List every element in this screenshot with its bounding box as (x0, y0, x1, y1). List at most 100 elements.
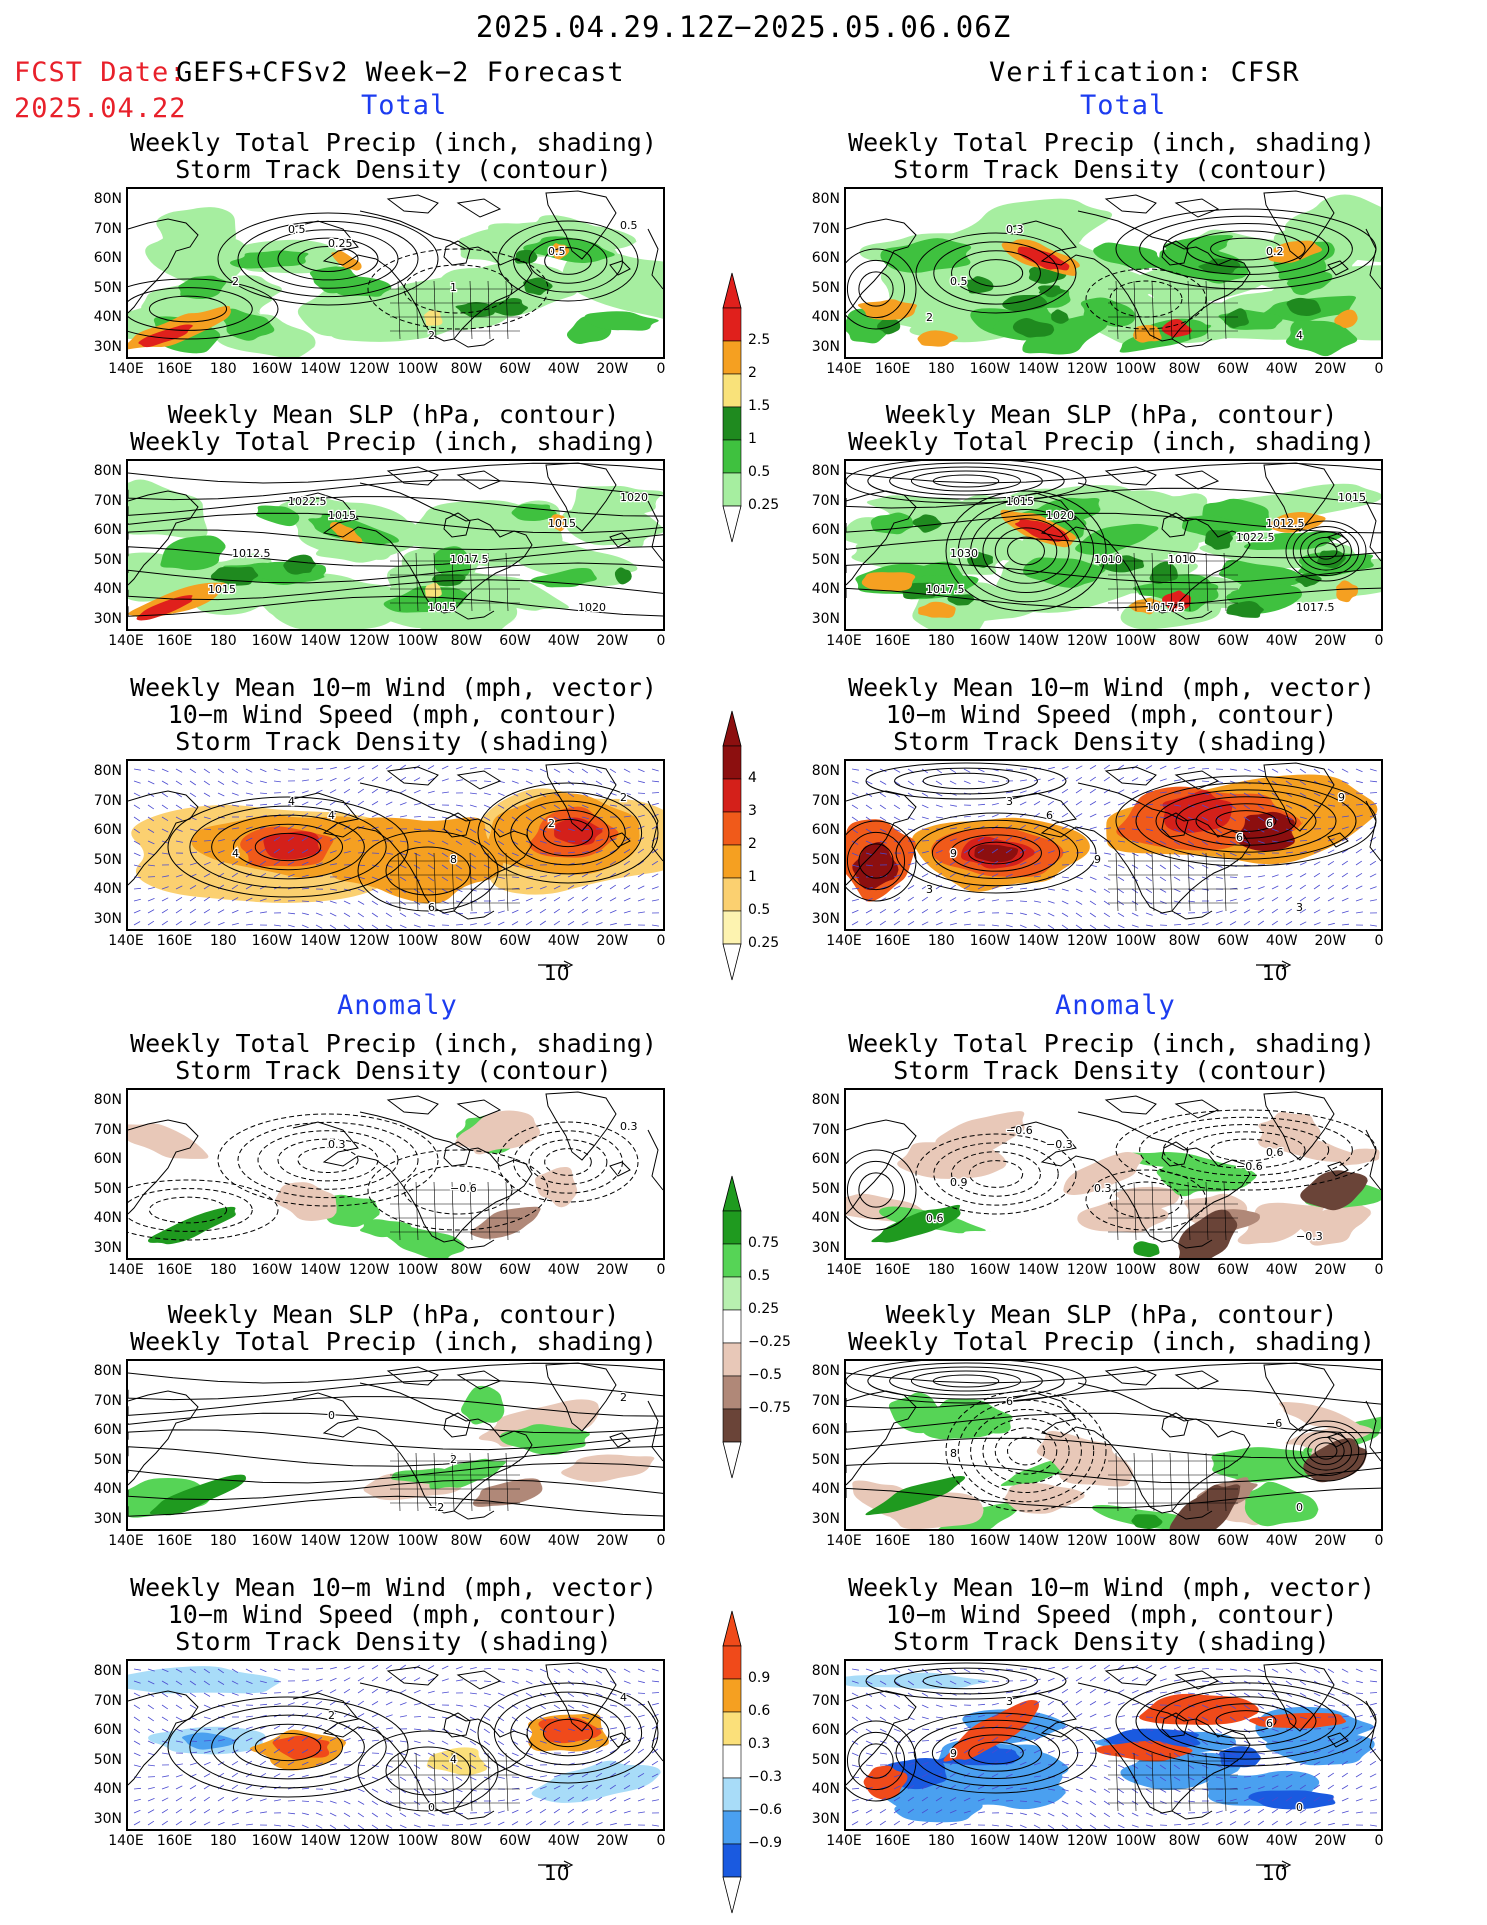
r2-panel-contour-1-1 (957, 499, 1095, 603)
l2-panel-isoline-3 (128, 512, 663, 534)
r3-panel-contour-1-2 (1155, 789, 1337, 853)
r1-panel-map: 0.5 0.2 0.3 4 2 (846, 190, 1381, 357)
l6-panel-coastline-9 (647, 1700, 663, 1762)
l5-panel-anom-wet (149, 1474, 247, 1516)
l4-panel-anom-shade (455, 1110, 541, 1155)
l2-panel-lat-label: 60N (93, 522, 122, 538)
r1-panel-title-1: Weekly Total Precip (inch, shading) (848, 128, 1375, 157)
l2-panel-coastline-0 (292, 492, 455, 614)
l2-panel-lon-label: 60W (499, 633, 531, 649)
l1-panel-contour-1-0 (128, 278, 279, 340)
l5-panel-lat-label: 30N (93, 1510, 122, 1527)
r6-panel-lat-label: 80N (811, 1663, 840, 1679)
l4-panel-contour-1-0 (128, 1179, 279, 1241)
fcst-date: 2025.04.22 (14, 93, 187, 124)
l1-panel-lon-label: 140E (108, 361, 144, 377)
r3-panel-lat-label: 70N (811, 792, 840, 809)
r3-panel-vector-ref-label: 10 (1262, 961, 1288, 985)
r4-panel-contour-label-7: −0.3 (1046, 1138, 1073, 1151)
r5-panel-coastline-9 (1365, 1400, 1381, 1462)
r3-panel-wind-vectors (851, 764, 1378, 929)
l1-panel-lon-label: 140W (300, 361, 341, 377)
r2-panel-contour-2-4 (1314, 542, 1338, 560)
r4-panel-contour-2-3 (1186, 1131, 1306, 1169)
r4-panel-lon-label: 160W (969, 1262, 1011, 1278)
r5-panel-anom-dry2 (1169, 1482, 1241, 1529)
l6-panel-lat-label: 70N (93, 1692, 122, 1709)
l2-panel-lat-label: 30N (93, 610, 122, 627)
r6-panel-lon-label: 180 (927, 1833, 955, 1849)
l5-panel-isoline-4 (128, 1429, 663, 1451)
l3-panel-lon-label: 40W (547, 933, 580, 949)
l6-panel-coastline-3 (453, 1810, 495, 1820)
l1-panel-map: 0.25 0.5 1 2 2 0.5 0.5 (128, 190, 663, 357)
r3-panel-lat-label: 60N (811, 822, 840, 838)
l6-panel-coastline-2 (443, 1712, 471, 1738)
l4-panel-contour-0-1 (237, 1121, 419, 1199)
r4-panel-anom-shade (897, 1142, 1008, 1179)
l1-panel-precip-high (523, 277, 554, 296)
l1-panel-coastline-4 (545, 190, 617, 260)
r4-panel-lon-label: 0 (1374, 1262, 1384, 1278)
r1-panel-precip-high (1198, 258, 1242, 274)
r1-panel-contour-1-1 (846, 259, 906, 319)
r4-panel-contour-0-1 (933, 1142, 1059, 1206)
l6-panel-lat-label: 40N (93, 1781, 122, 1797)
r4-panel-contour-label-5: 0.3 (1094, 1182, 1112, 1195)
r4-panel-anom-shade (1247, 1202, 1319, 1228)
l5-panel-lon-label: 0 (656, 1533, 666, 1549)
l1-panel-contour-1-2 (148, 295, 228, 323)
r5-panel-lat-label: 40N (811, 1481, 840, 1497)
r2-panel-lat-label: 70N (811, 492, 840, 509)
r1-panel-precip-high (1286, 297, 1322, 316)
l6-panel-lon-label: 40W (547, 1833, 580, 1849)
r2-panel-isoline-3 (846, 537, 1381, 559)
l1-panel-precip-high (514, 249, 538, 264)
r5-panel-isoline-5 (846, 1487, 1381, 1509)
l6-panel-anom-cool3 (531, 1760, 663, 1803)
r5-panel-lon-label: 120W (1066, 1533, 1108, 1549)
r3-panel-contour-label-6: 6 (1236, 831, 1243, 844)
colorbar-precip_total-seg-1 (722, 340, 742, 375)
colorbar-storm_total-seg-5 (722, 910, 742, 945)
r6-panel-contour-2-0 (846, 1720, 917, 1802)
l3-panel: 4 2 8 6 4 2 4 (126, 759, 665, 931)
r2-panel-coastline-7 (1104, 466, 1157, 486)
r3-panel-storm-lvl5b (974, 844, 1019, 863)
r6-panel-anom-cool-deep (1248, 1790, 1336, 1810)
l3-panel-lon-label: 0 (656, 933, 666, 949)
r4-panel-anom-dry2 (1177, 1209, 1238, 1258)
l2-panel-lon-label: 20W (596, 633, 629, 649)
colorbar-storm_total-label-4: 0.5 (748, 902, 771, 918)
l6-panel-anom-cool4 (182, 1732, 237, 1750)
r3-panel-contour-label-5: 9 (1094, 853, 1101, 866)
r2-panel-lat-label: 40N (811, 581, 840, 597)
l6-panel-map: 2 4 4 0 (128, 1662, 663, 1829)
r2-panel-precip-mid (1243, 531, 1345, 551)
l2-panel-precip-yellow (425, 582, 442, 599)
l1-panel-coastline-7 (386, 194, 439, 214)
l4-panel: 0.3 0.3 −0.6 (126, 1088, 665, 1260)
l5-panel-anom-shade (461, 1385, 505, 1425)
l6-panel-contour-1-1 (493, 1691, 643, 1775)
l6-panel-contour-label-3: 0 (428, 1801, 435, 1814)
l1-panel-lat-label: 70N (93, 220, 122, 237)
r6-panel-coastline-2 (1161, 1712, 1189, 1738)
r2-panel-coastline-6 (846, 490, 917, 586)
l3-panel-lon-label: 80W (450, 933, 483, 949)
r1-panel-coastline-2 (1161, 240, 1189, 266)
r6-panel-lon-label: 0 (1374, 1833, 1384, 1849)
l2-panel-title-2: Weekly Total Precip (inch, shading) (130, 427, 657, 456)
l2-panel: 1015 1020 1017.5 1015 1012.5 1015 1022.5 1020 10… (126, 459, 665, 631)
l6-panel-lat-label: 60N (93, 1722, 122, 1738)
l2-panel-coastline-9 (647, 500, 663, 562)
r1-panel-contour-0-2 (951, 250, 1041, 296)
r5-panel-contour-0-2 (889, 1366, 1043, 1396)
l3-panel-contour-1-0 (477, 782, 659, 884)
r3-panel-lon-label: 140E (826, 933, 862, 949)
l2-panel-precip-mid (256, 505, 300, 527)
r2-panel-contour-label-7: 1020 (1046, 509, 1074, 522)
colorbar-storm_total (722, 710, 742, 981)
l3-panel-lat-label: 70N (93, 792, 122, 809)
r5-panel-title-1: Weekly Mean SLP (hPa, contour) (885, 1300, 1338, 1329)
